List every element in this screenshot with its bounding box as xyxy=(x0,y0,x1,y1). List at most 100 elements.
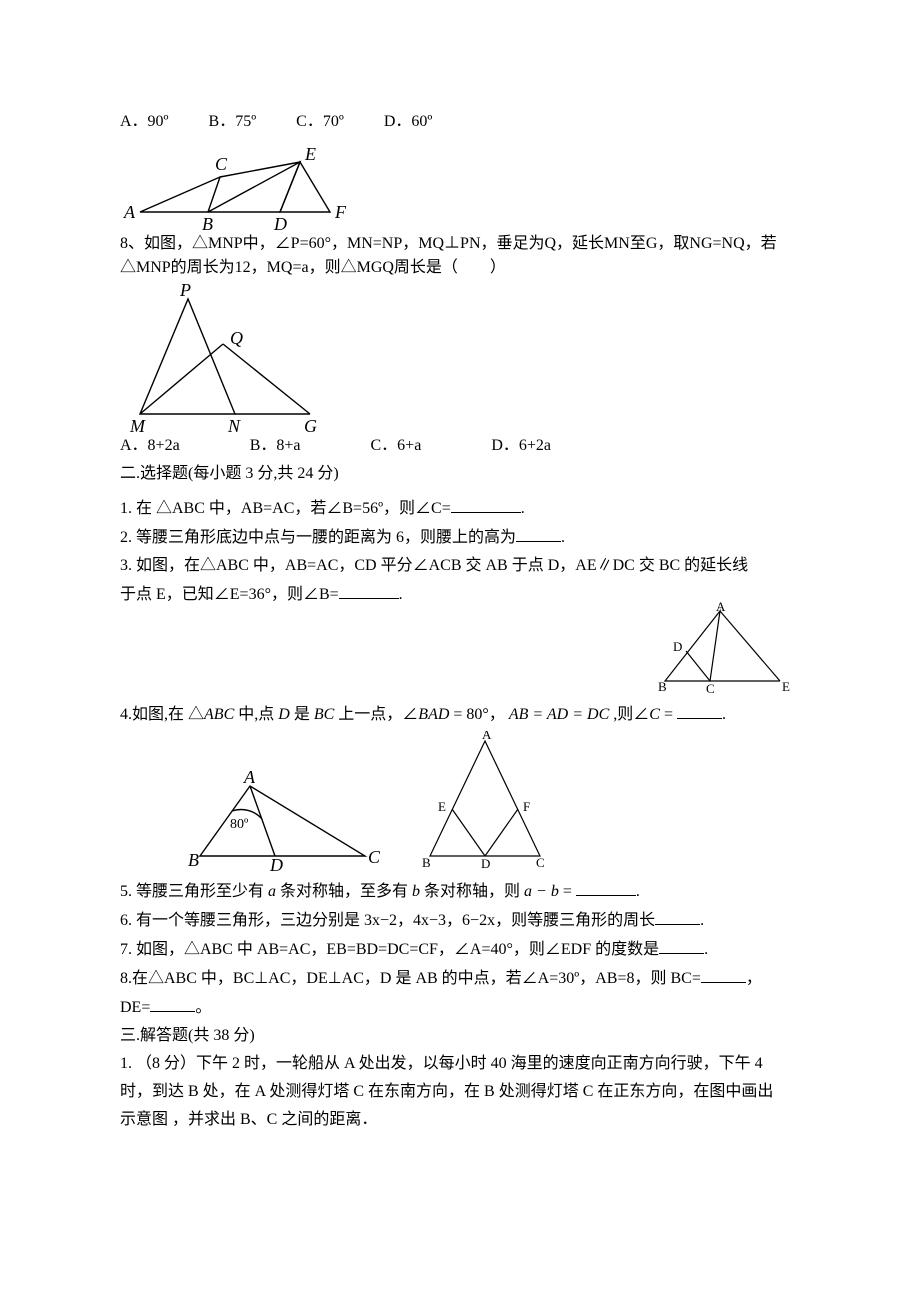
q8-label-g: G xyxy=(304,416,317,434)
f5-c: 条对称轴，则 xyxy=(420,883,524,900)
f4-blank xyxy=(677,702,722,719)
section2-title: 二.选择题(每小题 3 分,共 24 分) xyxy=(120,462,800,486)
q8-opt-a: A．8+2a xyxy=(120,434,180,458)
f4-figure2: A B C D E F xyxy=(410,731,560,871)
f4f2-E: E xyxy=(438,799,446,814)
f5-av: a xyxy=(268,883,276,900)
f2-blank xyxy=(516,525,561,542)
f6-tail: . xyxy=(700,912,704,929)
f3-lA: A xyxy=(716,601,726,614)
q8-label-n: N xyxy=(227,416,241,434)
f3-figure-wrap: A B C D E xyxy=(120,601,800,696)
f1-blank xyxy=(451,496,521,513)
f5-blank xyxy=(576,879,636,896)
q7-label-f: F xyxy=(334,202,347,222)
f4-a: 4.如图,在 △ xyxy=(120,706,204,723)
f4-c: 是 xyxy=(290,706,314,723)
f3-line2b: . xyxy=(399,586,403,603)
q8-opt-d: D．6+2a xyxy=(491,434,551,458)
q8-figure: P Q M N G xyxy=(120,284,340,434)
ans-q1-l2: 时，到达 B 处，在 A 处测得灯塔 C 在东南方向，在 B 处测得灯塔 C 在… xyxy=(120,1080,800,1104)
f7-tail: . xyxy=(704,941,708,958)
f4-abc: ABC xyxy=(204,706,234,723)
f8-d: 。 xyxy=(195,999,211,1016)
f5-expr: a − b xyxy=(524,883,559,900)
f2-text: 2. 等腰三角形底边中点与一腰的距离为 6，则腰上的高为 xyxy=(120,529,516,546)
f2-tail: . xyxy=(561,529,565,546)
f4-cc: C xyxy=(649,706,660,723)
ans-q1-l1: 1. （8 分）下午 2 时，一轮船从 A 处出发，以每小时 40 海里的速度向… xyxy=(120,1052,800,1076)
f4f1-A: A xyxy=(243,771,256,787)
q8-opt-b: B．8+a xyxy=(250,434,301,458)
q8-options: A．8+2a B．8+a C．6+a D．6+2a xyxy=(120,434,800,458)
fill-q2: 2. 等腰三角形底边中点与一腰的距离为 6，则腰上的高为. xyxy=(120,525,800,550)
f3-line1: 3. 如图，在△ABC 中，AB=AC，CD 平分∠ACB 交 AB 于点 D，… xyxy=(120,554,800,578)
section3-title: 三.解答题(共 38 分) xyxy=(120,1024,800,1048)
ans-q1-l3: 示意图 ，并求出 B、C 之间的距离． xyxy=(120,1108,800,1132)
f1-tail: . xyxy=(521,500,525,517)
q7-label-d: D xyxy=(273,214,287,232)
f5-a: 5. 等腰三角形至少有 xyxy=(120,883,268,900)
q7-label-b: B xyxy=(202,214,213,232)
f4-bad: BAD xyxy=(418,706,449,723)
fill-q4: 4.如图,在 △ABC 中,点 D 是 BC 上一点，∠BAD = 80°， A… xyxy=(120,702,800,727)
f4-tg: = xyxy=(660,706,677,723)
fill-q7: 7. 如图，△ABC 中 AB=AC，EB=BD=DC=CF，∠A=40°，则∠… xyxy=(120,937,800,962)
f4f2-A: A xyxy=(482,731,492,742)
fill-q8: 8.在△ABC 中，BC⊥AC，DE⊥AC，D 是 AB 的中点，若∠A=30º… xyxy=(120,966,800,991)
f7-blank xyxy=(659,937,704,954)
q7-label-a: A xyxy=(123,202,136,222)
f4-figure1: A B C D 80º xyxy=(180,771,380,871)
f6-blank xyxy=(655,908,700,925)
f3-figure: A B C D E xyxy=(650,601,800,696)
f3-lB: B xyxy=(658,679,667,694)
q7-figure: A B C D E F xyxy=(120,142,360,232)
f6-text: 6. 有一个等腰三角形，三边分别是 3x−2，4x−3，6−2x，则等腰三角形的… xyxy=(120,912,655,929)
f4f2-B: B xyxy=(422,855,431,870)
q8-label-p: P xyxy=(179,284,191,300)
fill-q5: 5. 等腰三角形至少有 a 条对称轴，至多有 b 条对称轴，则 a − b = … xyxy=(120,879,800,904)
f4-eq: AB = AD = DC xyxy=(509,706,609,723)
f4f1-D: D xyxy=(269,855,283,871)
f4f1-C: C xyxy=(368,847,380,867)
f3-lD: D xyxy=(673,639,682,654)
q7-opt-c: C．70º xyxy=(296,110,344,134)
f4-d: D xyxy=(278,706,290,723)
f3-lC: C xyxy=(706,681,715,696)
f5-d: = xyxy=(559,883,576,900)
q7-label-e: E xyxy=(304,144,316,164)
f4-te: = 80°， xyxy=(449,706,508,723)
f4f1-B: B xyxy=(188,850,199,870)
f5-b: 条对称轴，至多有 xyxy=(276,883,412,900)
q8-label-q: Q xyxy=(230,328,243,348)
q7-label-c: C xyxy=(215,154,228,174)
f8-b: ， xyxy=(746,970,762,987)
f4f2-D: D xyxy=(481,856,490,871)
f4-td: 上一点，∠ xyxy=(334,706,418,723)
q8-opt-c: C．6+a xyxy=(371,434,422,458)
f5-bv: b xyxy=(412,883,420,900)
q7-opt-b: B．75º xyxy=(209,110,257,134)
q8-label-m: M xyxy=(129,416,146,434)
f7-text: 7. 如图，△ABC 中 AB=AC，EB=BD=DC=CF，∠A=40°，则∠… xyxy=(120,941,659,958)
f8-a: 8.在△ABC 中，BC⊥AC，DE⊥AC，D 是 AB 的中点，若∠A=30º… xyxy=(120,970,701,987)
q7-opt-d: D．60º xyxy=(384,110,433,134)
f1-text: 1. 在 △ABC 中，AB=AC，若∠B=56º，则∠C= xyxy=(120,500,451,517)
f8-c: DE= xyxy=(120,999,150,1016)
f4-tail: . xyxy=(722,706,726,723)
f4-tf: ,则∠ xyxy=(609,706,649,723)
f8-blank2 xyxy=(150,995,195,1012)
f4-bc: BC xyxy=(314,706,334,723)
f4f2-F: F xyxy=(523,799,530,814)
f3-line2a: 于点 E，已知∠E=36°，则∠B= xyxy=(120,586,339,603)
f4-b: 中,点 xyxy=(234,706,278,723)
f4-figures: A B C D 80º A B C D E F xyxy=(120,731,800,871)
fill-q6: 6. 有一个等腰三角形，三边分别是 3x−2，4x−3，6−2x，则等腰三角形的… xyxy=(120,908,800,933)
f5-tail: . xyxy=(636,883,640,900)
q8-text: 8、如图，△MNP中，∠P=60°，MN=NP，MQ⊥PN，垂足为Q，延长MN至… xyxy=(120,232,800,280)
f3-lE: E xyxy=(782,679,790,694)
fill-q8b: DE= 。 xyxy=(120,995,800,1020)
fill-q1: 1. 在 △ABC 中，AB=AC，若∠B=56º，则∠C=. xyxy=(120,496,800,521)
f3-blank xyxy=(339,582,399,599)
q7-opt-a: A．90º xyxy=(120,110,169,134)
